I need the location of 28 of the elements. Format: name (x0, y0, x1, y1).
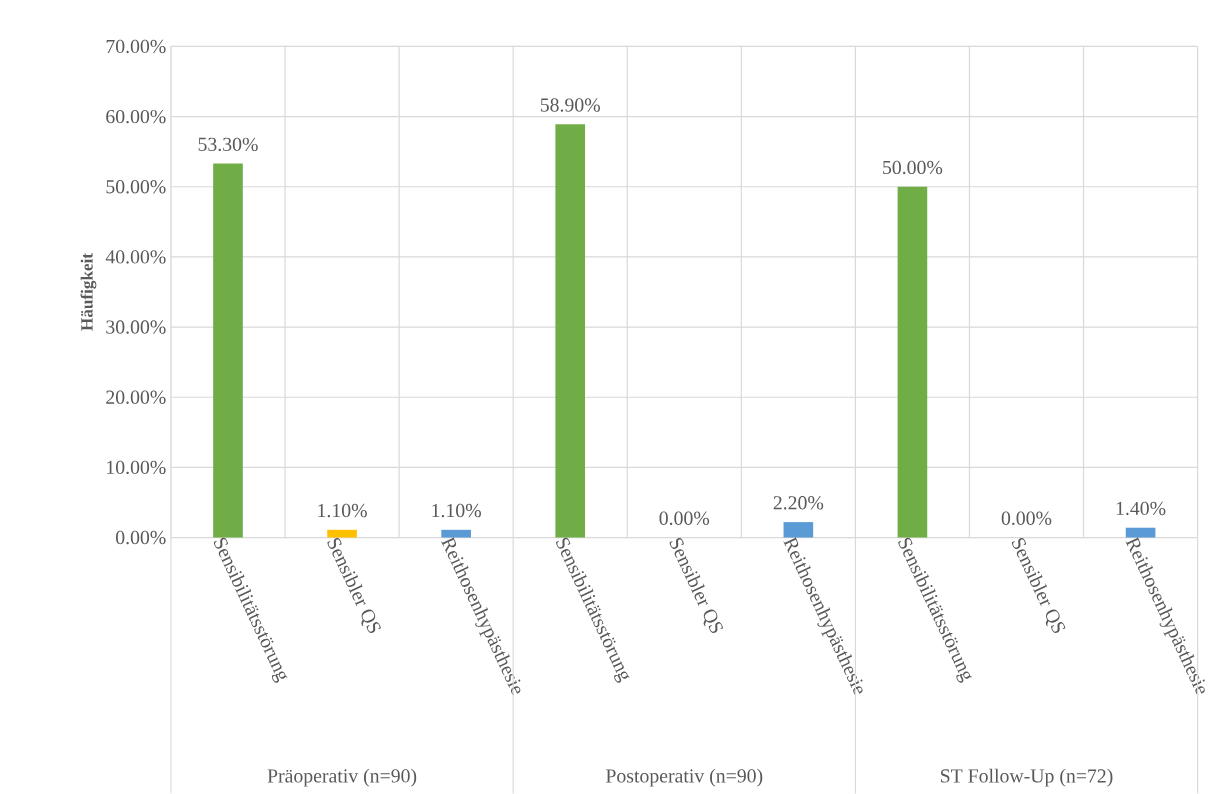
data-label: 53.30% (198, 137, 258, 152)
y-tick-label: 70.00% (106, 39, 166, 54)
y-tick-label: 20.00% (106, 390, 166, 404)
data-label: 50.00% (883, 160, 943, 175)
y-tick-label: 60.00% (106, 109, 166, 124)
bar (783, 522, 814, 538)
data-label: 2.20% (773, 496, 824, 510)
bar (441, 529, 471, 538)
y-tick-label: 30.00% (106, 320, 166, 334)
data-label: 58.90% (540, 98, 600, 112)
data-label: 1.40% (1116, 501, 1166, 516)
data-label: 1.10% (432, 503, 481, 518)
y-axis-title: Häufigkeit (80, 253, 97, 331)
text: Präoperativ (n=90) (267, 768, 417, 787)
y-tick-label: 50.00% (106, 180, 166, 194)
y-tick-label: 40.00% (105, 250, 166, 264)
text: Postoperativ (n=90) (606, 768, 763, 787)
text: ST Follow-Up (n=72) (941, 768, 1113, 787)
bar (213, 163, 243, 538)
bar (1125, 527, 1156, 538)
bar (897, 186, 928, 538)
data-label: 0.00% (1001, 511, 1052, 525)
data-label: 1.10% (318, 503, 367, 518)
bar (327, 529, 357, 538)
bar (555, 124, 586, 538)
data-label: 0.00% (659, 511, 710, 525)
y-tick-label: 10.00% (107, 460, 166, 475)
y-tick-label: 0.00% (116, 530, 166, 545)
